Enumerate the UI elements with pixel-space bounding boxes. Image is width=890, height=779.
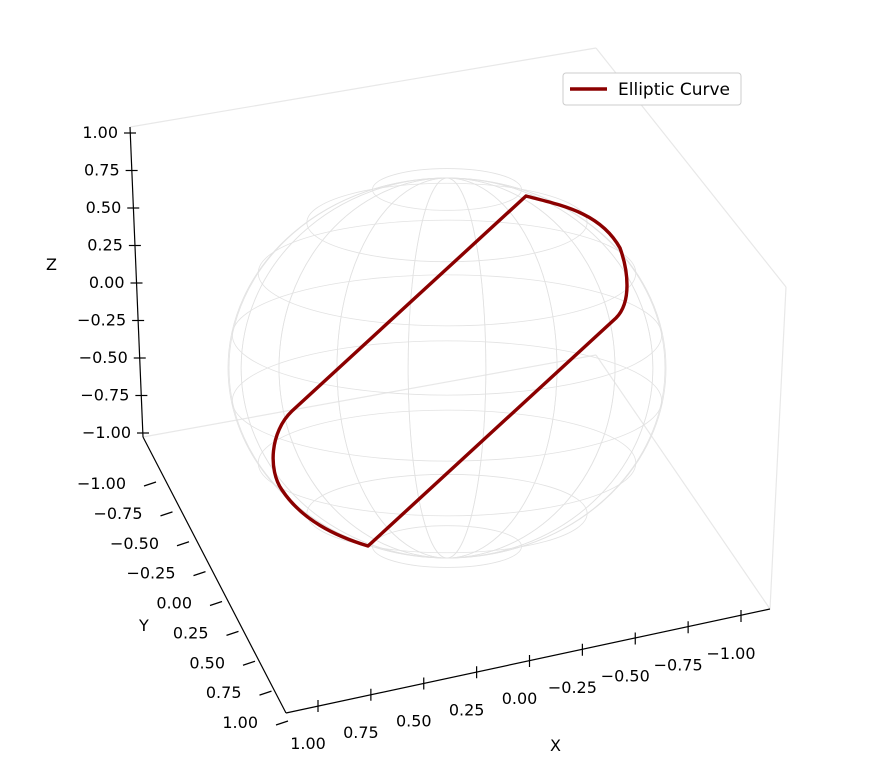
sphere-wireframe — [227, 168, 667, 568]
y-tick-label: 0.75 — [206, 683, 242, 702]
sphere-meridian — [278, 177, 616, 559]
x-tick-label: 0.25 — [449, 700, 485, 719]
legend-label: Elliptic Curve — [618, 80, 730, 100]
legend: Elliptic Curve — [562, 72, 742, 106]
z-tick-label: −1.00 — [82, 423, 131, 442]
axes — [129, 126, 771, 714]
x-tick-label: 0.50 — [396, 712, 432, 731]
sphere-meridian — [227, 177, 667, 559]
y-tick — [209, 600, 223, 607]
x-axis-line — [285, 608, 771, 714]
legend-box — [562, 72, 742, 106]
y-tick-label: 1.00 — [222, 713, 258, 732]
z-tick-label: 0.75 — [84, 161, 120, 180]
z-tick-label: −0.75 — [80, 386, 129, 405]
y-ticks: −1.00 −0.75 −0.50 −0.25 0.00 0.25 0.50 0.75 1.00 — [77, 474, 289, 732]
y-tick-label: 0.25 — [173, 623, 209, 642]
y-tick — [259, 690, 272, 696]
z-tick-label: 1.00 — [82, 123, 118, 142]
y-tick-label: 0.50 — [189, 653, 225, 672]
pane-edge-right — [769, 286, 787, 610]
pane-edge-floor-right — [595, 354, 771, 610]
y-tick — [275, 720, 289, 726]
sphere-meridian — [407, 177, 487, 559]
z-axis-line — [129, 126, 144, 438]
y-tick — [176, 541, 190, 547]
y-tick-label: −0.50 — [110, 534, 159, 553]
y-tick-label: −0.25 — [126, 564, 175, 583]
z-axis-label: Z — [46, 255, 57, 274]
sphere-parallel — [372, 168, 522, 211]
z-tick-label: 0.50 — [86, 198, 122, 217]
sphere-parallel — [372, 525, 522, 568]
z-tick-label: −0.25 — [77, 311, 126, 330]
sphere-meridian — [407, 177, 487, 559]
z-ticks: 1.00 0.75 0.50 0.25 0.00 −0.25 −0.50 −0.75 −1.00 — [77, 123, 149, 442]
y-tick-label: 0.00 — [156, 594, 192, 613]
series-line-elliptic-curve — [271, 194, 629, 548]
y-tick — [160, 511, 173, 517]
pane-edge-top-left — [129, 47, 597, 128]
y-tick — [193, 571, 206, 577]
z-tick-label: 0.00 — [89, 273, 125, 292]
y-tick — [143, 481, 157, 487]
x-tick-label: −0.50 — [601, 667, 650, 686]
z-tick-label: −0.50 — [79, 348, 128, 367]
pane-edge-floor-back — [142, 354, 597, 438]
y-tick — [226, 630, 239, 636]
pane-edges — [129, 47, 787, 610]
sphere-parallel — [306, 182, 588, 263]
y-tick-label: −0.75 — [93, 504, 142, 523]
x-tick-label: −1.00 — [706, 644, 755, 663]
sphere-meridian — [240, 177, 654, 559]
y-axis-line — [142, 436, 287, 714]
z-tick-label: 0.25 — [87, 236, 123, 255]
x-tick-label: −0.25 — [548, 678, 597, 697]
x-ticks: 1.00 0.75 0.50 0.25 0.00 −0.25−0.50−0.75−1.00 — [290, 610, 756, 753]
sphere-outline — [228, 177, 666, 559]
x-tick-label: −0.75 — [654, 655, 703, 674]
y-tick — [242, 660, 256, 666]
x-tick-label: 0.00 — [502, 689, 538, 708]
x-axis-label: X — [550, 736, 561, 755]
sphere-parallel — [231, 340, 663, 462]
x-tick-label: 0.75 — [343, 723, 379, 742]
sphere-meridian — [240, 177, 654, 559]
y-axis-label: Y — [138, 616, 149, 635]
y-tick-label: −1.00 — [77, 474, 126, 493]
x-tick-label: 1.00 — [290, 734, 326, 753]
sphere-meridian — [278, 177, 616, 559]
